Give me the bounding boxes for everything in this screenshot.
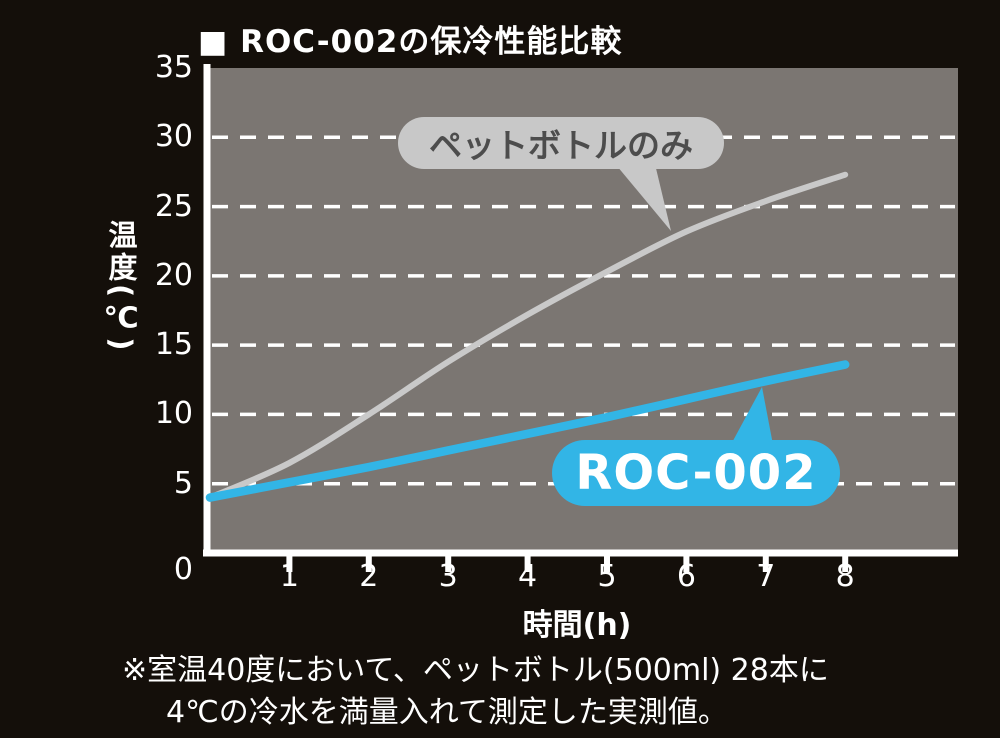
y-tick-label-15: 15 [154,327,193,363]
x-tick-label-5: 5 [597,559,617,594]
y-tick-label-30: 30 [154,119,193,155]
x-tick-label-2: 2 [359,559,379,594]
pet-bottle-callout: ペットボトルのみ [398,117,724,169]
chart-title: ■ ROC-002の保冷性能比較 [198,24,623,60]
y-tick-label-10: 10 [154,396,193,432]
x-tick-label-8: 8 [835,559,855,594]
series-line-pet-bottle [207,171,849,501]
footnote-line-2: 4℃の冷水を満量入れて測定した実測値。 [166,695,728,730]
x-axis-label: 時間(h) [522,608,632,643]
y-tick-label-5: 5 [173,465,193,501]
y-tick-label-20: 20 [154,257,193,293]
roc-002-callout: ROC-002 [552,440,840,506]
roc-callout-tail [728,387,774,450]
x-tick-label-7: 7 [756,559,776,594]
pet-callout-tail [612,160,671,231]
y-axis-label: 温度(℃) [104,220,138,354]
series-line-roc-002 [205,360,850,502]
x-tick-label-4: 4 [518,559,538,594]
x-tick-label-6: 6 [676,559,696,594]
footnote-line-1: ※室温40度において、ペットボトル(500ml) 28本に [122,653,829,688]
x-tick-label-3: 3 [438,559,458,594]
y-tick-label-35: 35 [154,50,193,85]
y-tick-label-25: 25 [154,188,193,224]
x-tick-label-1: 1 [279,559,299,594]
y-tick-label-0: 0 [173,552,193,587]
